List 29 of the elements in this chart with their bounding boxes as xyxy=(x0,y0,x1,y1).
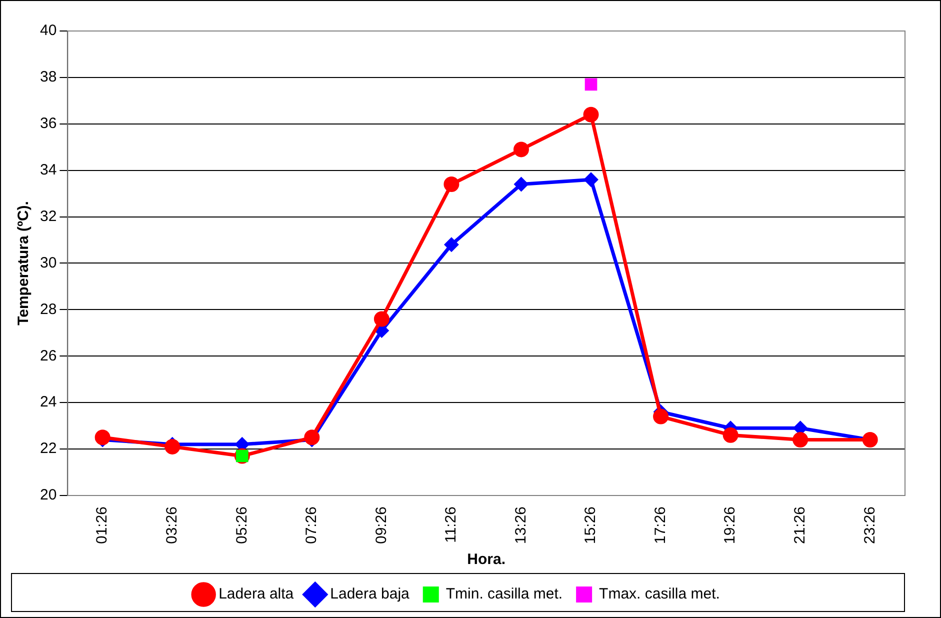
y-tick-label: 36 xyxy=(40,115,57,132)
legend-label: Tmin. casilla met. xyxy=(446,586,563,603)
x-axis-title: Hora. xyxy=(467,551,506,568)
x-tick-label: 09:26 xyxy=(372,506,390,544)
y-tick-label: 20 xyxy=(40,486,57,504)
legend-label: Ladera baja xyxy=(330,586,410,603)
y-tick-label: 32 xyxy=(40,208,57,225)
y-tick-label: 38 xyxy=(40,68,57,86)
y-tick-label: 24 xyxy=(40,394,57,411)
y-tick-label: 28 xyxy=(40,300,57,318)
x-tick-label: 21:26 xyxy=(791,506,808,544)
x-tick-label: 19:26 xyxy=(722,506,739,544)
legend-label: Tmax. casilla met. xyxy=(599,586,720,603)
x-tick-label: 23:26 xyxy=(861,506,878,544)
y-tick-label: 40 xyxy=(40,22,57,40)
x-tick-label: 11:26 xyxy=(442,506,460,543)
y-tick-label: 30 xyxy=(40,254,57,272)
y-axis-title: Temperatura (ºC). xyxy=(15,201,32,326)
x-tick-label: 07:26 xyxy=(303,506,320,544)
legend-label: Ladera alta xyxy=(218,586,294,603)
x-tick-label: 05:26 xyxy=(233,506,250,544)
x-tick-label: 13:26 xyxy=(512,506,530,544)
x-tick-label: 15:26 xyxy=(582,506,600,544)
y-tick-label: 22 xyxy=(40,440,57,458)
x-tick-label: 03:26 xyxy=(163,506,180,544)
x-tick-label: 01:26 xyxy=(94,506,111,544)
x-tick-label: 17:26 xyxy=(652,506,669,544)
y-tick-label: 34 xyxy=(40,161,57,178)
y-tick-label: 26 xyxy=(40,347,57,364)
